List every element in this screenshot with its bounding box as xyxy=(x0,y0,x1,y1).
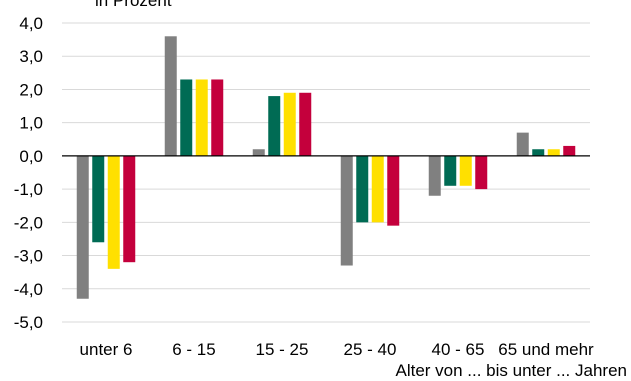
x-axis-ticks: unter 6 6 - 15 15 - 25 25 - 40 40 - 65 65 und… xyxy=(80,340,595,359)
bar xyxy=(123,155,136,263)
bar xyxy=(195,79,208,156)
bar xyxy=(180,79,193,156)
y-tick-label: -3,0 xyxy=(14,247,43,266)
bar xyxy=(283,92,296,156)
bar xyxy=(164,36,177,156)
bar xyxy=(532,149,545,156)
bar xyxy=(211,79,224,156)
x-tick-label: 40 - 65 xyxy=(432,340,485,359)
x-tick-label: 65 und mehr xyxy=(498,340,594,359)
bar xyxy=(516,132,529,156)
y-tick-label: -1,0 xyxy=(14,180,43,199)
bar xyxy=(356,155,369,223)
bar xyxy=(444,155,457,186)
bar xyxy=(252,149,265,156)
chart-title: in Prozent xyxy=(95,0,172,10)
x-axis-label: Alter von ... bis unter ... Jahren xyxy=(395,361,627,380)
gridlines xyxy=(62,22,590,323)
y-tick-label: 4,0 xyxy=(19,14,43,33)
x-tick-label: unter 6 xyxy=(80,340,133,359)
y-tick-label: 1,0 xyxy=(19,114,43,133)
bar xyxy=(547,149,560,156)
bar xyxy=(340,155,353,266)
bar xyxy=(387,155,400,226)
y-axis-ticks: 4,0 3,0 2,0 1,0 0,0 -1,0 -2,0 -3,0 -4,0 -5,0 xyxy=(14,14,43,332)
y-tick-label: -2,0 xyxy=(14,213,43,232)
bar xyxy=(563,145,576,156)
bar xyxy=(268,96,281,156)
y-tick-label: -4,0 xyxy=(14,280,43,299)
x-tick-label: 6 - 15 xyxy=(172,340,215,359)
bar xyxy=(475,155,488,190)
bar xyxy=(92,155,105,243)
bar xyxy=(299,92,312,156)
x-tick-label: 25 - 40 xyxy=(344,340,397,359)
bar xyxy=(107,155,120,269)
y-tick-label: 0,0 xyxy=(19,147,43,166)
bars xyxy=(76,36,576,299)
y-tick-label: 3,0 xyxy=(19,47,43,66)
bar xyxy=(428,155,441,196)
bar xyxy=(459,155,472,186)
bar xyxy=(371,155,384,223)
y-tick-label: -5,0 xyxy=(14,313,43,332)
x-tick-label: 15 - 25 xyxy=(256,340,309,359)
bar xyxy=(76,155,89,299)
y-tick-label: 2,0 xyxy=(19,80,43,99)
